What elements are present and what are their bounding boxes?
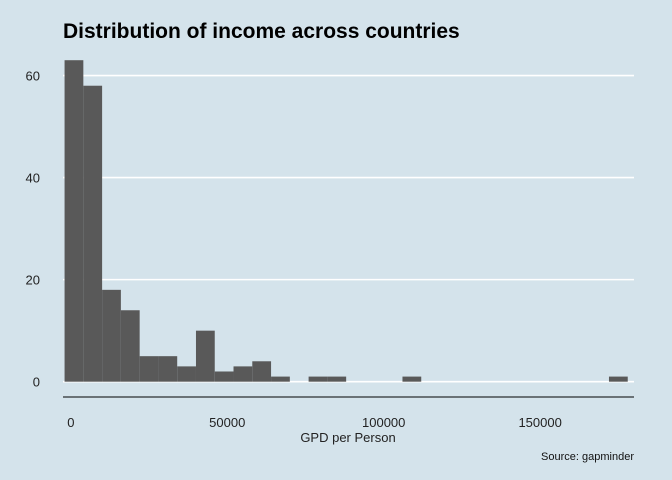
histogram-bar	[139, 356, 159, 382]
histogram-bar	[195, 330, 215, 382]
x-tick-label: 100000	[362, 415, 405, 430]
grid-lines	[63, 74, 634, 383]
histogram-bars	[64, 60, 628, 382]
histogram-bar	[102, 289, 121, 382]
histogram-bar	[308, 376, 328, 382]
histogram-bar	[177, 366, 196, 382]
chart-title: Distribution of income across countries	[63, 20, 460, 43]
y-tick-label: 40	[26, 171, 40, 186]
histogram-bar	[327, 376, 347, 382]
x-axis-ticks: 0 50000 100000 150000	[67, 415, 562, 430]
histogram-bar	[158, 356, 178, 382]
histogram-bar	[252, 361, 272, 382]
histogram-bar	[83, 85, 103, 382]
histogram-bar	[214, 371, 234, 382]
y-tick-label: 20	[26, 273, 40, 288]
y-tick-label: 0	[33, 375, 40, 390]
x-axis-label: GPD per Person	[300, 430, 395, 445]
histogram-bar	[608, 376, 628, 382]
source-caption: Source: gapminder	[541, 451, 634, 463]
histogram-bar	[271, 376, 290, 382]
histogram-bar	[120, 310, 140, 382]
x-tick-label: 150000	[518, 415, 561, 430]
x-tick-label: 50000	[209, 415, 245, 430]
y-axis-ticks: 0 20 40 60	[26, 69, 40, 390]
y-tick-label: 60	[26, 69, 40, 84]
histogram-bar	[64, 60, 84, 382]
histogram-bar	[233, 366, 253, 382]
x-tick-label: 0	[67, 415, 74, 430]
histogram-bar	[402, 376, 422, 382]
